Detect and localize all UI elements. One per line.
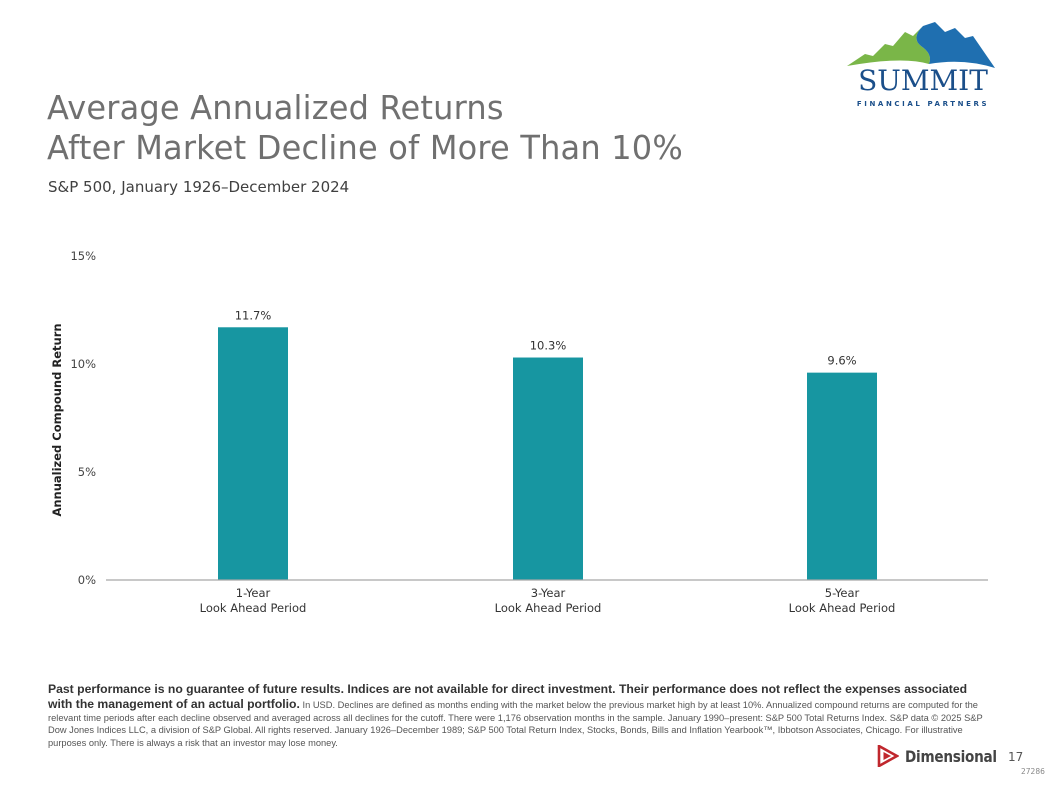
page-title: Average Annualized Returns After Market … [47,88,683,168]
x-tick-sublabel: Look Ahead Period [789,601,896,615]
summit-logo: SUMMIT FINANCIAL PARTNERS [847,22,995,108]
job-code: 27286 [1021,767,1045,776]
bar-1-year [218,327,288,580]
logo-green-mountain [847,26,930,66]
dimensional-logo: Dimensional [877,744,1013,768]
title-line-2: After Market Decline of More Than 10% [47,128,683,167]
x-tick-label: 3-Year [531,586,566,600]
y-axis-label: Annualized Compound Return [50,323,64,516]
y-tick-label: 10% [70,357,96,371]
x-tick-sublabel: Look Ahead Period [495,601,602,615]
logo-tagline: FINANCIAL PARTNERS [857,100,989,108]
data-label: 11.7% [235,308,272,322]
y-ticks: 0% 5% 10% 15% [70,249,96,587]
y-tick-label: 0% [78,573,96,587]
bar-chart: Annualized Compound Return 0% 5% 10% 15% 11… [50,249,988,615]
y-tick-label: 15% [70,249,96,263]
logo-wordmark: SUMMIT [858,64,988,97]
disclaimer-text: In USD. Declines are defined as months e… [48,700,983,748]
data-label: 10.3% [530,339,567,353]
dimensional-wordmark: Dimensional [905,746,997,766]
disclaimer-bold: Past performance is no guarantee of futu… [48,682,968,711]
bars: 11.7% 10.3% 9.6% [218,308,877,580]
x-tick-label: 1-Year [236,586,271,600]
x-tick-label: 5-Year [825,586,860,600]
logo-blue-mountain [916,22,995,68]
title-line-1: Average Annualized Returns [47,88,504,127]
page-subtitle: S&P 500, January 1926–December 2024 [48,178,350,196]
y-tick-label: 5% [78,465,96,479]
bar-5-year [807,372,877,580]
x-tick-sublabel: Look Ahead Period [200,601,307,615]
disclaimer: Past performance is no guarantee of futu… [48,682,993,749]
dimensional-triangle-icon [877,745,899,767]
bar-3-year [513,357,583,580]
data-label: 9.6% [827,354,856,368]
page-number: 17 [1008,750,1024,764]
